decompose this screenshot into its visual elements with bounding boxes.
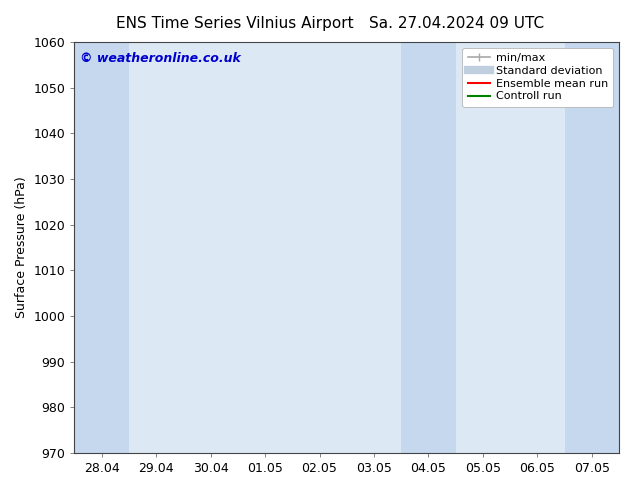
Bar	[401, 42, 456, 453]
Bar	[564, 42, 619, 453]
Text: ENS Time Series Vilnius Airport: ENS Time Series Vilnius Airport	[116, 16, 353, 31]
Text: Sa. 27.04.2024 09 UTC: Sa. 27.04.2024 09 UTC	[369, 16, 544, 31]
Legend: min/max, Standard deviation, Ensemble mean run, Controll run: min/max, Standard deviation, Ensemble me…	[462, 48, 614, 107]
Text: © weatheronline.co.uk: © weatheronline.co.uk	[80, 52, 241, 65]
Bar	[74, 42, 129, 453]
Y-axis label: Surface Pressure (hPa): Surface Pressure (hPa)	[15, 176, 28, 318]
